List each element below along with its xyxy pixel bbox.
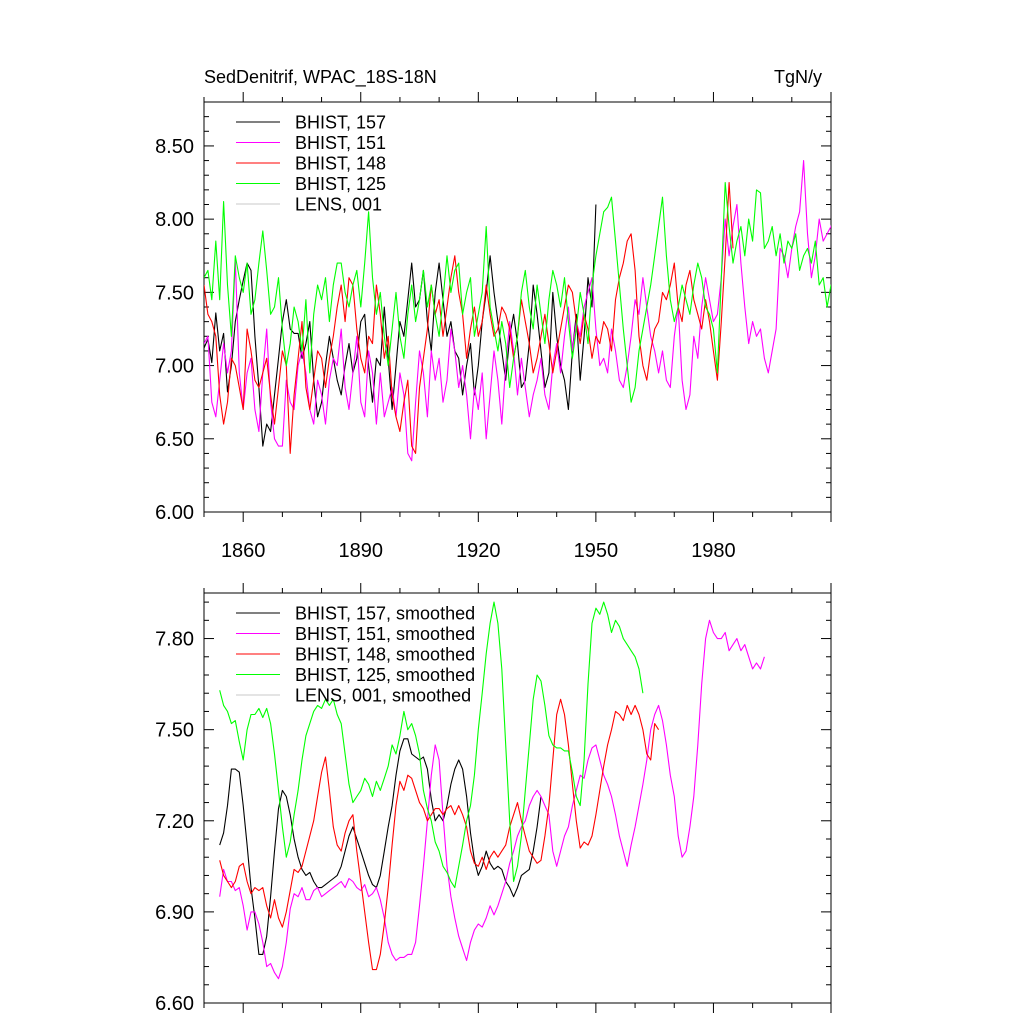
- y-tick-label: 7.00: [155, 356, 194, 378]
- series-line-bhist-125: [204, 181, 831, 403]
- chart-title: SedDenitrif, WPAC_18S-18N: [204, 67, 437, 88]
- y-tick-label: 8.50: [155, 136, 194, 158]
- legend-label: BHIST, 151, smoothed: [295, 624, 475, 644]
- legend-label: BHIST, 125: [295, 174, 386, 194]
- y-tick-label: 6.60: [155, 993, 194, 1015]
- y-tick-label: 7.20: [155, 811, 194, 833]
- series-line-bhist-148-smoothed: [219, 698, 660, 971]
- legend-label: LENS, 001: [295, 195, 382, 215]
- x-tick-label: 1890: [339, 540, 384, 562]
- top-panel: 6.00 6.50 7.00 7.50 8.00 8.50 1860 1890 1920 1950…: [155, 92, 832, 562]
- y-tick-label: 8.00: [155, 209, 194, 231]
- y-tick-label: 7.50: [155, 720, 194, 742]
- x-tick-label: 1980: [691, 540, 736, 562]
- x-tick-label: 1950: [574, 540, 619, 562]
- y-tick-label: 7.80: [155, 629, 194, 651]
- y-tick-label: 7.50: [155, 282, 194, 304]
- legend-label: BHIST, 148: [295, 154, 386, 174]
- series-line-bhist-125-smoothed: [219, 601, 644, 889]
- series-line-bhist-157: [204, 204, 597, 447]
- x-tick-label: 1920: [456, 540, 501, 562]
- series-line-bhist-157-smoothed: [219, 738, 542, 955]
- legend-label: BHIST, 157, smoothed: [295, 604, 475, 624]
- series-line-bhist-148: [204, 181, 734, 454]
- legend-label: BHIST, 125, smoothed: [295, 665, 475, 685]
- y-tick-label: 6.90: [155, 902, 194, 924]
- legend-label: BHIST, 151: [295, 133, 386, 153]
- y-tick-label: 6.50: [155, 429, 194, 451]
- legend-label: BHIST, 148, smoothed: [295, 645, 475, 665]
- x-tick-label: 1860: [221, 540, 266, 562]
- bottom-panel: 6.60 6.90 7.20 7.50 7.80 BHIST, 157, smoothed…: [155, 583, 832, 1015]
- y-tick-label: 6.00: [155, 502, 194, 524]
- legend-label: BHIST, 157: [295, 113, 386, 133]
- legend-label: LENS, 001, smoothed: [295, 686, 471, 706]
- units-label: TgN/y: [774, 67, 822, 87]
- series-line-bhist-151-smoothed: [219, 619, 765, 980]
- series-line-bhist-151: [204, 160, 831, 462]
